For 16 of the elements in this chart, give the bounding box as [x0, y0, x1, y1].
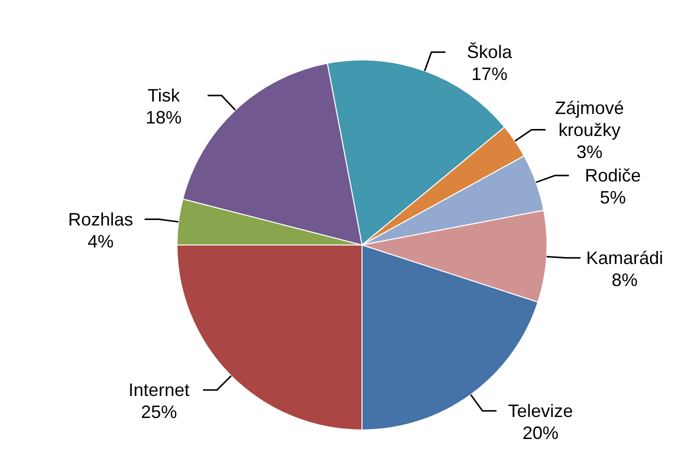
- slice-label: Tisk: [148, 86, 181, 106]
- slice-label: Zájmové kroužky: [555, 98, 624, 140]
- data-label: 20%: [522, 422, 559, 443]
- slice-label: Internet: [128, 380, 190, 400]
- slice-label: Škola: [466, 42, 513, 62]
- data-label: 8%: [612, 270, 638, 290]
- data-label: 4%: [88, 231, 114, 252]
- data-label: 5%: [600, 188, 626, 208]
- data-label: 17%: [471, 64, 508, 84]
- data-label: 18%: [146, 108, 182, 128]
- slice-label: Kamarádi: [586, 248, 664, 268]
- slice-label: Televize: [508, 400, 574, 421]
- data-label: 25%: [141, 402, 178, 422]
- slice-label: Rozhlas: [68, 209, 134, 230]
- data-label: 3%: [576, 142, 603, 162]
- slice-label: Rodiče: [584, 166, 641, 186]
